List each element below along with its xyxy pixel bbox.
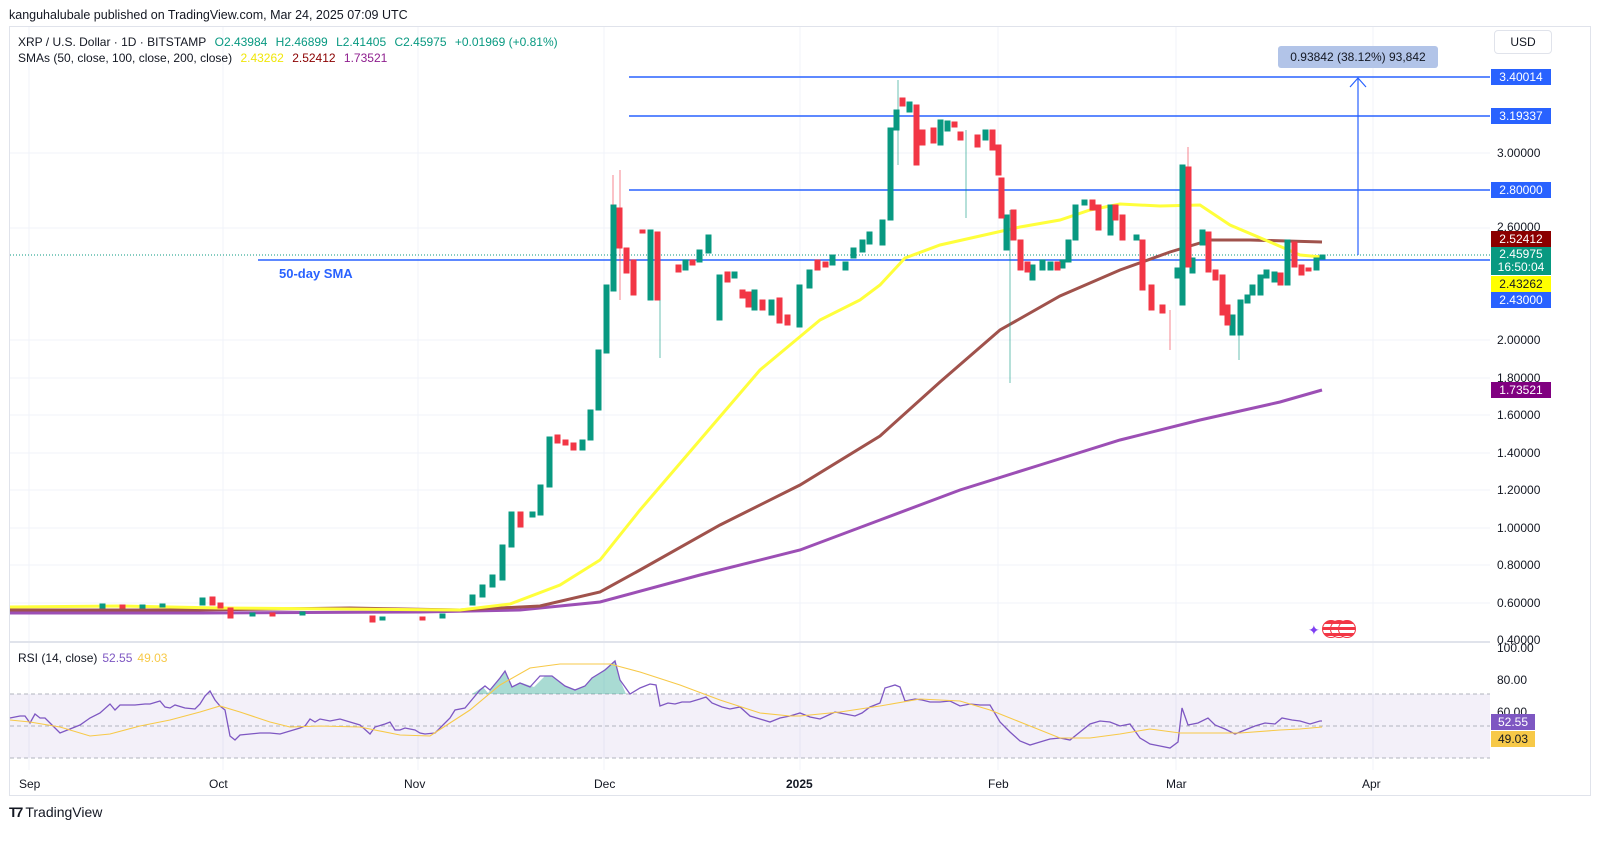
ohlc-low: L2.41405 bbox=[336, 35, 387, 49]
time-tick: Mar bbox=[1166, 777, 1187, 791]
time-tick: Apr bbox=[1362, 777, 1381, 791]
measure-tooltip: 0.93842 (38.12%) 93,842 bbox=[1278, 46, 1438, 68]
ohlc-high: H2.46899 bbox=[275, 35, 328, 49]
level-tag-243: 2.43000 bbox=[1491, 292, 1551, 308]
tradingview-logo[interactable]: T7 TradingView bbox=[9, 804, 102, 820]
rsi-ma-tag: 49.03 bbox=[1491, 731, 1535, 747]
currency-button[interactable]: USD bbox=[1494, 30, 1552, 54]
price-tick: 0.80000 bbox=[1497, 558, 1541, 572]
price-tick: 1.20000 bbox=[1497, 483, 1541, 497]
measure-arrow[interactable] bbox=[1349, 77, 1367, 255]
rsi-ma-value: 49.03 bbox=[137, 651, 168, 665]
price-tick: 0.40000 bbox=[1497, 633, 1541, 647]
sma50-line bbox=[9, 202, 1323, 612]
sma100-line bbox=[10, 238, 1323, 612]
economic-events-icon[interactable]: ✦ bbox=[1308, 620, 1358, 640]
rsi-bounds bbox=[10, 693, 1490, 759]
sma-indicator-label[interactable]: SMAs (50, close, 100, close, 200, close) bbox=[18, 51, 233, 65]
rsi-tick: 100.00 bbox=[1497, 641, 1534, 655]
rsi-value-tag: 52.55 bbox=[1491, 714, 1535, 730]
rsi-value: 52.55 bbox=[102, 651, 133, 665]
sma50-tag: 2.43262 bbox=[1491, 276, 1551, 292]
last-price-tag: 2.45975 16:50:04 bbox=[1491, 247, 1551, 275]
sma200-value: 1.73521 bbox=[343, 51, 388, 65]
chart-frame bbox=[9, 26, 1591, 796]
level-tag-280: 2.80000 bbox=[1491, 182, 1551, 198]
time-tick: Dec bbox=[594, 777, 616, 791]
symbol-title[interactable]: XRP / U.S. Dollar · 1D · BITSTAMP bbox=[18, 35, 207, 49]
us-flag-icon bbox=[1338, 620, 1356, 638]
price-tick: 3.00000 bbox=[1497, 146, 1541, 160]
tradingview-logo-icon: T7 bbox=[9, 804, 23, 820]
ohlc-open: O2.43984 bbox=[214, 35, 268, 49]
time-tick: Oct bbox=[209, 777, 228, 791]
last-price-value: 2.45975 bbox=[1499, 247, 1543, 261]
sma200-line bbox=[10, 388, 1323, 615]
horizontal-levels[interactable] bbox=[258, 76, 1490, 261]
sma200-tag: 1.73521 bbox=[1491, 382, 1551, 398]
price-tick: 1.00000 bbox=[1497, 521, 1541, 535]
time-tick: Feb bbox=[988, 777, 1009, 791]
price-tick: 2.60000 bbox=[1497, 220, 1541, 234]
rsi-line[interactable] bbox=[9, 659, 1322, 749]
time-tick: Sep bbox=[19, 777, 41, 791]
chart-legend: XRP / U.S. Dollar · 1D · BITSTAMP O2.439… bbox=[18, 34, 563, 66]
bar-countdown: 16:50:04 bbox=[1497, 260, 1545, 274]
rsi-ma-line bbox=[9, 663, 1323, 739]
ohlc-close: C2.45975 bbox=[394, 35, 447, 49]
rsi-legend[interactable]: RSI (14, close) 52.55 49.03 bbox=[18, 651, 167, 665]
price-tick: 1.40000 bbox=[1497, 446, 1541, 460]
time-tick: Nov bbox=[404, 777, 426, 791]
rsi-tick: 80.00 bbox=[1497, 673, 1528, 687]
rsi-label: RSI (14, close) bbox=[18, 651, 98, 665]
grid-lines bbox=[10, 27, 1490, 770]
ohlc-change: +0.01969 (+0.81%) bbox=[454, 35, 558, 49]
brand-name: TradingView bbox=[25, 804, 103, 820]
rsi-band bbox=[10, 694, 1490, 758]
rsi-overbought-fill bbox=[472, 661, 626, 694]
candlesticks[interactable] bbox=[99, 80, 1326, 623]
sma-annotation[interactable]: 50-day SMA bbox=[279, 266, 353, 281]
price-tick: 2.00000 bbox=[1497, 333, 1541, 347]
level-tag-340: 3.40014 bbox=[1491, 69, 1551, 85]
price-tick: 1.80000 bbox=[1497, 371, 1541, 385]
level-tag-319: 3.19337 bbox=[1491, 108, 1551, 124]
sma100-tag: 2.52412 bbox=[1491, 231, 1551, 247]
publisher-line: kanguhalubale published on TradingView.c… bbox=[9, 8, 408, 22]
sma50-value: 2.43262 bbox=[240, 51, 284, 65]
sma100-value: 2.52412 bbox=[292, 51, 336, 65]
sparkle-icon: ✦ bbox=[1308, 622, 1320, 638]
time-tick: 2025 bbox=[786, 777, 813, 791]
price-tick: 1.60000 bbox=[1497, 408, 1541, 422]
price-tick: 0.60000 bbox=[1497, 596, 1541, 610]
